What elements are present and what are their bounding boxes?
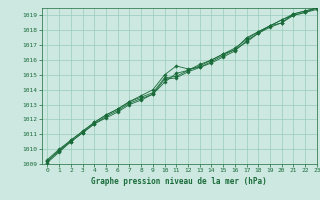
X-axis label: Graphe pression niveau de la mer (hPa): Graphe pression niveau de la mer (hPa) <box>91 177 267 186</box>
